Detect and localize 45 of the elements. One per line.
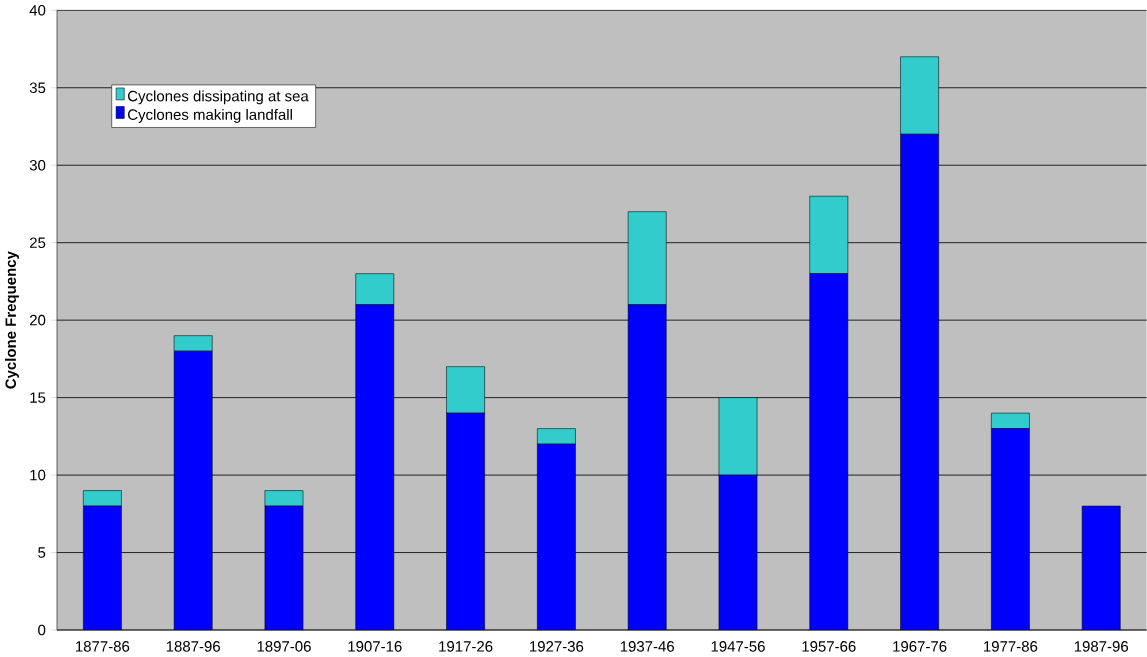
bar: [264, 506, 304, 631]
x-tick-label: 1957-66: [802, 641, 856, 652]
legend-label: Cyclones making landfall: [128, 109, 292, 124]
x-tick-label: 1887-96: [166, 641, 220, 652]
bar: [264, 490, 304, 507]
y-axis-title: Cyclone Frequency: [5, 251, 19, 389]
y-tick-label: 25: [29, 237, 46, 249]
y-tick-label: 5: [38, 547, 46, 558]
bar: [83, 506, 122, 631]
bar: [173, 335, 213, 352]
y-tick-label: 40: [29, 5, 46, 16]
y-tick-label: 35: [29, 82, 46, 94]
y-tick-label: 20: [29, 315, 46, 326]
bar: [809, 273, 848, 631]
bar: [355, 304, 394, 631]
x-tick-label: 1897-06: [257, 641, 311, 652]
x-tick-label: 1947-56: [711, 641, 765, 652]
x-tick-label: 1877-86: [76, 641, 130, 652]
x-tick-label: 1927-36: [530, 641, 584, 652]
bar: [537, 444, 576, 631]
y-tick-label: 10: [30, 469, 46, 481]
bar: [174, 351, 213, 631]
y-tick-label: 0: [38, 624, 46, 636]
bar: [900, 134, 939, 631]
bar: [446, 413, 485, 631]
bar: [446, 366, 485, 414]
bar: [718, 475, 758, 631]
x-tick-label: 1977-86: [984, 641, 1038, 652]
bar: [627, 211, 667, 306]
x-tick-label: 1987-96: [1074, 641, 1129, 652]
bar: [991, 428, 1030, 631]
x-tick-label: 1937-46: [620, 641, 674, 652]
legend-label: Cyclones dissipating at sea: [128, 90, 309, 105]
x-tick-label: 1907-16: [348, 641, 402, 652]
bar: [991, 412, 1030, 430]
bar: [628, 304, 667, 631]
bar: [809, 196, 849, 275]
x-tick-label: 1967-76: [893, 641, 947, 652]
bar: [355, 273, 395, 306]
x-tick-label: 1917-26: [439, 641, 493, 652]
y-tick-label: 30: [29, 160, 46, 171]
bar: [537, 428, 576, 445]
bar: [718, 397, 758, 476]
bar: [1081, 505, 1121, 631]
y-tick-label: 15: [30, 392, 46, 403]
